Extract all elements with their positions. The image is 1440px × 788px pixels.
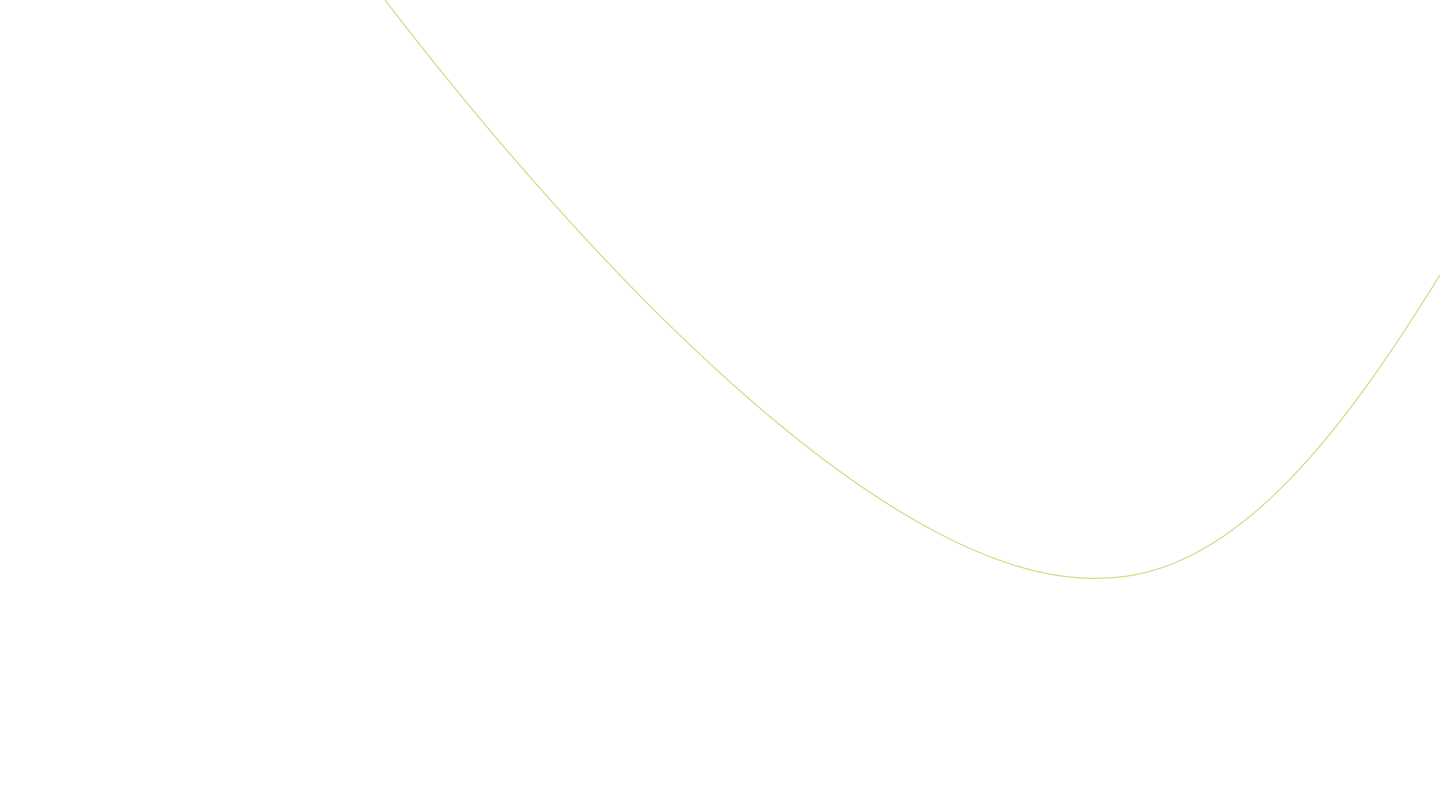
decorative-curve bbox=[384, 0, 1440, 579]
